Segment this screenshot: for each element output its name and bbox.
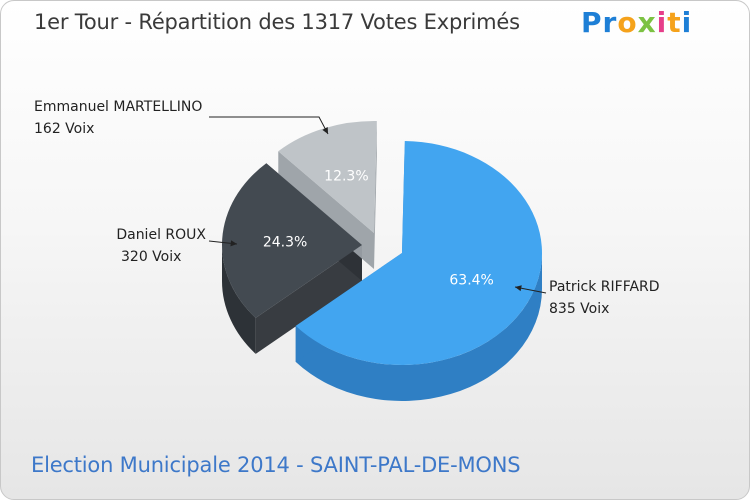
slice-martellino-wall <box>374 121 377 269</box>
logo-letter: P <box>581 6 603 39</box>
slice-roux-wall <box>255 245 362 354</box>
arrow-icon <box>515 285 522 292</box>
chart-subtitle: Election Municipale 2014 - SAINT-PAL-DE-… <box>31 453 521 477</box>
callout-roux: Daniel ROUX 320 Voix <box>116 227 238 265</box>
slice-roux <box>221 163 362 318</box>
callout-riffard: Patrick RIFFARD 835 Voix <box>514 279 660 317</box>
slice-martellino <box>278 121 377 233</box>
slice-roux-rim <box>222 245 256 354</box>
candidate-name-label: Emmanuel MARTELLINO <box>34 99 202 115</box>
logo-letter: o <box>617 6 638 39</box>
candidate-name-label: Patrick RIFFARD <box>549 279 660 295</box>
candidate-name-label: Daniel ROUX <box>116 227 206 243</box>
candidate-votes-label: 162 Voix <box>34 121 94 137</box>
candidate-votes-label: 835 Voix <box>549 301 609 317</box>
logo-letter: i <box>681 6 693 39</box>
proxiti-logo: Proxiti <box>581 6 692 39</box>
logo-letter: i <box>656 6 668 39</box>
leader-line <box>209 116 329 135</box>
callout-martellino: Emmanuel MARTELLINO 162 Voix <box>34 99 329 137</box>
slice-riffard-rim <box>295 253 542 401</box>
slice-martellino-percent-label: 12.3% <box>324 168 368 184</box>
chart-title: 1er Tour - Répartition des 1317 Votes Ex… <box>34 10 520 34</box>
slice-riffard-percent-label: 63.4% <box>449 272 493 288</box>
candidate-votes-label: 320 Voix <box>121 249 181 265</box>
logo-letter: x <box>637 6 657 39</box>
slice-roux-percent-label: 24.3% <box>263 235 307 251</box>
slice-riffard <box>295 141 542 365</box>
logo-letter: t <box>667 6 682 39</box>
logo-letter: r <box>602 6 618 39</box>
arrow-icon <box>322 127 328 134</box>
arrow-icon <box>230 240 237 247</box>
